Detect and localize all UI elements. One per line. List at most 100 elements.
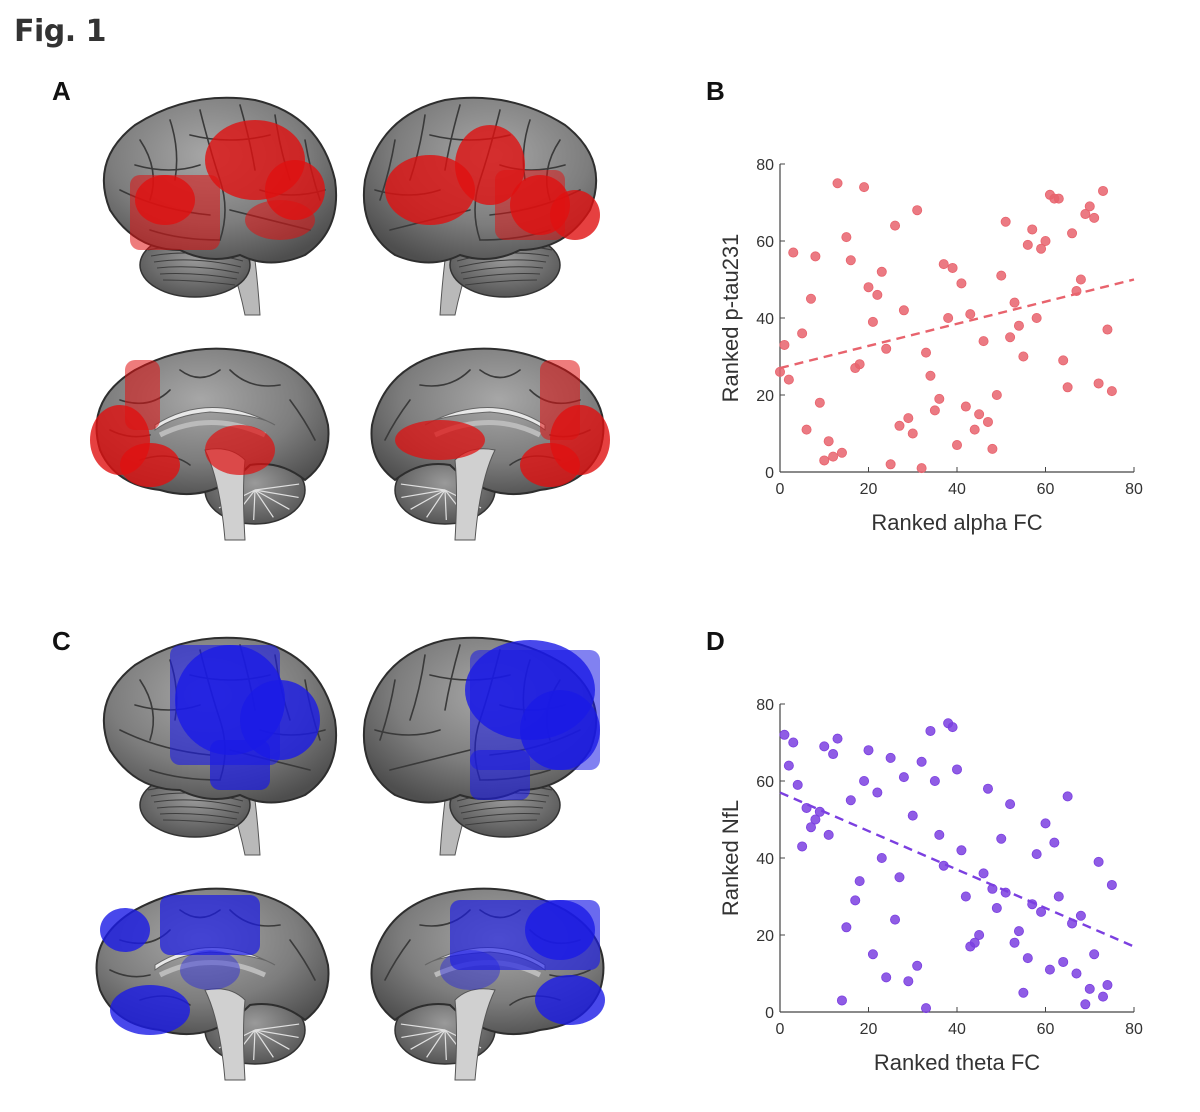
brain-c-left-medial bbox=[95, 887, 330, 1081]
chart-1-point bbox=[788, 737, 799, 748]
brain-a-left-medial bbox=[90, 347, 330, 541]
chart-0-point bbox=[1093, 378, 1104, 389]
chart-1-point bbox=[903, 976, 914, 987]
chart-0-point bbox=[841, 232, 852, 243]
chart-1-point bbox=[1098, 991, 1109, 1002]
chart-1-x-label: Ranked theta FC bbox=[874, 1050, 1040, 1075]
chart-0-point bbox=[863, 282, 874, 293]
chart-1-x-tick-label: 20 bbox=[860, 1021, 878, 1038]
chart-1-point bbox=[956, 845, 967, 856]
chart-1-point bbox=[996, 833, 1007, 844]
chart-1-point bbox=[792, 779, 803, 790]
chart-1-point bbox=[1053, 891, 1064, 902]
chart-0-point bbox=[982, 416, 993, 427]
chart-0-point bbox=[898, 305, 909, 316]
panel-label-a: A bbox=[52, 76, 71, 106]
chart-1-point bbox=[925, 725, 936, 736]
chart-0-point bbox=[779, 339, 790, 350]
chart-0-point bbox=[881, 343, 892, 354]
chart-0-point bbox=[810, 251, 821, 262]
chart-1-point bbox=[1102, 980, 1113, 991]
chart-0-point bbox=[1089, 212, 1100, 223]
chart-0-point bbox=[987, 443, 998, 454]
chart-1-x-tick-label: 60 bbox=[1037, 1021, 1055, 1038]
chart-1-point bbox=[916, 756, 927, 767]
chart-0-point bbox=[832, 178, 843, 189]
chart-0-point bbox=[859, 182, 870, 193]
chart-1-point bbox=[1040, 818, 1051, 829]
chart-0-point bbox=[996, 270, 1007, 281]
panel-label-d: D bbox=[706, 626, 725, 656]
chart-0-point bbox=[854, 359, 865, 370]
chart-1-point bbox=[1071, 968, 1082, 979]
chart-0-point bbox=[801, 424, 812, 435]
chart-1-point bbox=[819, 741, 830, 752]
chart-0-point bbox=[1013, 320, 1024, 331]
chart-0-point bbox=[819, 455, 830, 466]
chart-1-point bbox=[828, 749, 839, 760]
chart-1-point bbox=[797, 841, 808, 852]
chart-1-point bbox=[823, 829, 834, 840]
chart-0-point bbox=[890, 220, 901, 231]
chart-1-point bbox=[841, 922, 852, 933]
chart-0-point bbox=[934, 393, 945, 404]
chart-1-point bbox=[805, 822, 816, 833]
chart-1-point bbox=[1080, 999, 1091, 1010]
chart-1-point bbox=[881, 972, 892, 983]
chart-0-point bbox=[991, 389, 1002, 400]
chart-1-point bbox=[1049, 837, 1060, 848]
chart-0-point bbox=[978, 336, 989, 347]
chart-0-y-tick-label: 80 bbox=[756, 157, 774, 174]
chart-1-point bbox=[1031, 849, 1042, 860]
brain-a-left-lateral bbox=[102, 96, 338, 316]
chart-0-x-label: Ranked alpha FC bbox=[871, 510, 1042, 535]
panel-label-c: C bbox=[52, 626, 71, 656]
chart-1-point bbox=[1009, 937, 1020, 948]
chart-0-point bbox=[1022, 239, 1033, 250]
chart-1-point bbox=[1084, 983, 1095, 994]
chart-0-x-tick-label: 20 bbox=[860, 481, 878, 498]
panel-b-scatter-plot: 0 20 40 60 80 0 20 40 60 80 Ranked alpha FC Ranked … bbox=[718, 157, 1143, 535]
chart-0-y-tick-label: 40 bbox=[756, 311, 774, 328]
chart-1-point bbox=[783, 760, 794, 771]
chart-0-y-tick-label: 20 bbox=[756, 388, 774, 405]
chart-1-y-tick-label: 40 bbox=[756, 851, 774, 868]
chart-0-point bbox=[1058, 355, 1069, 366]
chart-0-point bbox=[912, 205, 923, 216]
chart-0-fit-line bbox=[779, 278, 1135, 370]
chart-0-point bbox=[845, 255, 856, 266]
chart-0-x-tick-label: 80 bbox=[1125, 481, 1143, 498]
chart-0-point bbox=[916, 463, 927, 474]
chart-1-point bbox=[898, 772, 909, 783]
chart-1-point bbox=[836, 995, 847, 1006]
chart-1-point bbox=[951, 764, 962, 775]
chart-1-y-tick-label: 20 bbox=[756, 928, 774, 945]
chart-0-x-tick-label: 0 bbox=[776, 481, 785, 498]
chart-1-point bbox=[929, 776, 940, 787]
chart-0-point bbox=[1000, 216, 1011, 227]
chart-0-point bbox=[1084, 201, 1095, 212]
brain-c-left-lateral bbox=[102, 636, 338, 856]
chart-0-y-tick-label: 60 bbox=[756, 234, 774, 251]
chart-1-point bbox=[1089, 949, 1100, 960]
chart-0-y-tick-label: 0 bbox=[765, 465, 774, 482]
chart-0-point bbox=[947, 262, 958, 273]
chart-0-point bbox=[1053, 193, 1064, 204]
chart-1-point bbox=[1022, 953, 1033, 964]
chart-1-x-tick-label: 40 bbox=[948, 1021, 966, 1038]
chart-0-point bbox=[969, 424, 980, 435]
chart-0-point bbox=[921, 347, 932, 358]
chart-1-point bbox=[978, 868, 989, 879]
chart-1-point bbox=[876, 852, 887, 863]
chart-0-point bbox=[1067, 228, 1078, 239]
chart-0-point bbox=[1018, 351, 1029, 362]
chart-0-point bbox=[929, 405, 940, 416]
chart-1-y-tick-label: 60 bbox=[756, 774, 774, 791]
chart-1-point bbox=[912, 960, 923, 971]
chart-0-point bbox=[1075, 274, 1086, 285]
chart-1-point bbox=[969, 937, 980, 948]
chart-1-point bbox=[947, 722, 958, 733]
chart-1-point bbox=[1058, 956, 1069, 967]
chart-1-fit-line bbox=[779, 791, 1135, 948]
chart-0-point bbox=[1062, 382, 1073, 393]
